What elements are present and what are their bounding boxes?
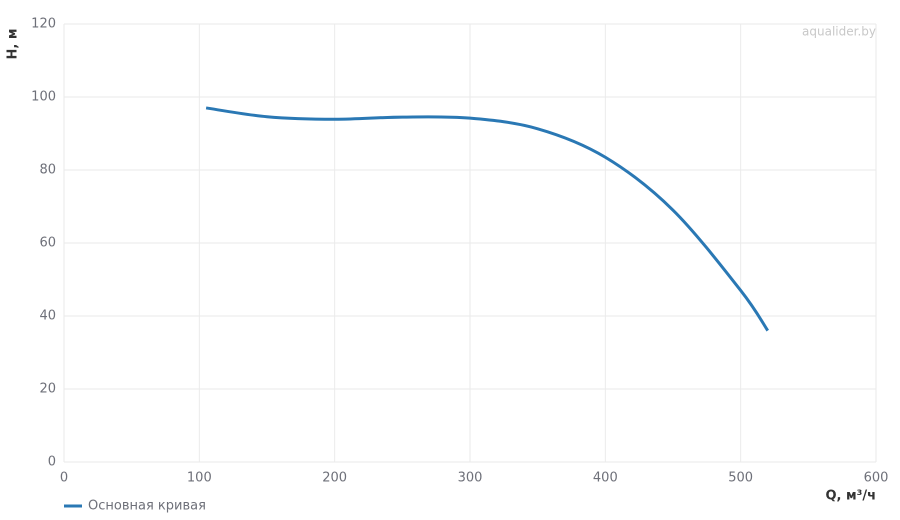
x-tick-label: 600 xyxy=(864,471,889,486)
series-line xyxy=(205,106,769,332)
y-tick-label: 80 xyxy=(39,163,56,178)
watermark: aqualider.by xyxy=(802,25,876,39)
x-tick-label: 200 xyxy=(322,471,347,486)
x-axis-title: Q, м³/ч xyxy=(825,489,876,504)
legend-label: Основная кривая xyxy=(88,499,206,514)
y-axis-title: H, м xyxy=(6,29,21,60)
y-tick-label: 20 xyxy=(39,382,56,397)
y-tick-label: 120 xyxy=(31,17,56,32)
y-tick-label: 100 xyxy=(31,90,56,105)
x-tick-label: 300 xyxy=(458,471,483,486)
x-tick-label: 500 xyxy=(728,471,753,486)
y-tick-label: 0 xyxy=(48,455,56,470)
x-tick-label: 400 xyxy=(593,471,618,486)
y-tick-label: 60 xyxy=(39,236,56,251)
y-tick-label: 40 xyxy=(39,309,56,324)
x-tick-label: 0 xyxy=(60,471,68,486)
x-tick-label: 100 xyxy=(187,471,212,486)
